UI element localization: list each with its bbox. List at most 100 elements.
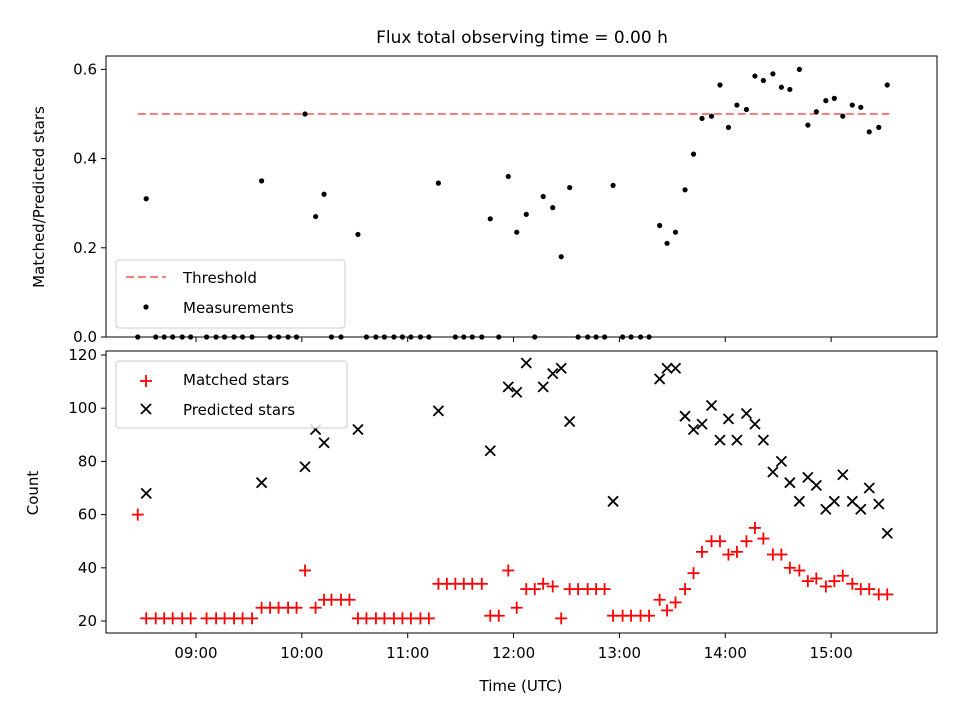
matched-star-point bbox=[730, 545, 743, 558]
measurements-legend-label: Measurements bbox=[183, 299, 294, 317]
measurement-point bbox=[302, 111, 308, 117]
predicted-star-point bbox=[757, 434, 770, 446]
matched-star-point bbox=[299, 564, 312, 577]
matched-star-point bbox=[863, 583, 876, 596]
matched-star-point bbox=[881, 588, 894, 601]
ratio-x-ticks bbox=[195, 337, 832, 342]
matched-star-point bbox=[653, 593, 666, 606]
ratio-y-tick-label: 0.6 bbox=[73, 60, 97, 78]
matched-star-point bbox=[422, 612, 435, 625]
matched-star-point bbox=[184, 612, 197, 625]
count-x-tick-label: 14:00 bbox=[704, 644, 747, 662]
measurement-point bbox=[813, 109, 819, 115]
predicted-star-point bbox=[837, 469, 849, 481]
count-y-tick-label: 60 bbox=[78, 506, 97, 524]
measurement-point bbox=[558, 254, 564, 260]
measurement-point bbox=[876, 124, 882, 130]
predicted-star-point bbox=[564, 415, 576, 428]
count-x-tick-label: 13:00 bbox=[598, 644, 641, 662]
matched-star-point bbox=[492, 609, 505, 622]
ratio-panel: 0.0 0.2 0.4 0.6 Matched/Predicted stars Thr… bbox=[30, 55, 938, 346]
predicted-star-point bbox=[679, 410, 691, 422]
measurement-point bbox=[787, 86, 793, 93]
matched-star-point bbox=[661, 604, 674, 617]
matched-star-point bbox=[510, 601, 523, 614]
predicted-star-point bbox=[661, 362, 673, 374]
ratio-plot-frame bbox=[105, 55, 938, 338]
measurement-point bbox=[778, 84, 784, 90]
matched-star-point bbox=[783, 561, 796, 574]
predicted-star-point bbox=[696, 418, 708, 430]
measurement-point bbox=[514, 229, 520, 235]
measurement-point bbox=[540, 193, 546, 200]
predicted-star-point bbox=[828, 495, 840, 507]
measurement-point bbox=[734, 102, 740, 108]
measurement-point bbox=[321, 191, 327, 197]
count-x-tick-label: 12:00 bbox=[492, 644, 535, 662]
measurement-point bbox=[796, 66, 802, 72]
matched-star-point bbox=[131, 508, 144, 521]
count-marks bbox=[131, 357, 894, 625]
matched-star-point bbox=[757, 532, 770, 545]
predicted-star-point bbox=[555, 362, 567, 374]
count-y-tick-label: 100 bbox=[68, 399, 97, 417]
predicted-star-point bbox=[432, 405, 445, 417]
matched-star-point bbox=[537, 577, 550, 590]
predicted-star-point bbox=[740, 407, 753, 420]
matched-star-point bbox=[555, 612, 568, 625]
matched-legend-swatch bbox=[140, 375, 152, 387]
predicted-star-point bbox=[775, 455, 788, 468]
predicted-star-point bbox=[520, 357, 532, 369]
predicted-star-point bbox=[749, 418, 761, 430]
threshold-legend-label: Threshold bbox=[182, 269, 257, 287]
matched-star-point bbox=[740, 535, 753, 548]
count-x-tick-label: 11:00 bbox=[386, 644, 429, 662]
matched-star-point bbox=[713, 535, 726, 548]
predicted-star-point bbox=[352, 423, 364, 436]
predicted-legend-label: Predicted stars bbox=[183, 401, 295, 419]
predicted-star-point bbox=[793, 495, 806, 507]
predicted-star-point bbox=[784, 477, 796, 489]
measurement-point bbox=[708, 113, 715, 119]
count-x-ticks: 09:00 10:00 11:00 12:00 13:00 14:00 15:00 bbox=[174, 633, 853, 662]
count-panel: 20 40 60 80 100 120 09:00 10:00 11:00 12:00 13:00… bbox=[24, 346, 938, 695]
predicted-star-point bbox=[299, 461, 311, 473]
predicted-star-point bbox=[722, 413, 735, 425]
matched-star-point bbox=[643, 609, 656, 622]
measurement-point bbox=[690, 151, 697, 157]
measurement-point bbox=[884, 82, 890, 88]
count-y-tick-label: 80 bbox=[78, 452, 97, 470]
count-legend: Matched stars Predicted stars bbox=[115, 360, 348, 429]
measurement-point bbox=[840, 113, 846, 119]
count-y-ticks: 20 40 60 80 100 120 bbox=[68, 346, 106, 630]
matched-star-point bbox=[810, 572, 823, 585]
ratio-y-tick-label: 0.0 bbox=[73, 328, 97, 346]
count-x-tick-label: 15:00 bbox=[810, 644, 853, 662]
predicted-star-point bbox=[855, 503, 867, 515]
matched-star-point bbox=[836, 569, 849, 582]
measurement-point bbox=[435, 180, 441, 186]
measurement-point bbox=[143, 196, 149, 202]
measurement-point bbox=[505, 173, 511, 180]
measurement-point bbox=[610, 182, 616, 188]
count-plot-frame bbox=[105, 350, 938, 634]
matched-star-point bbox=[722, 548, 735, 561]
matched-star-point bbox=[598, 583, 611, 596]
ratio-legend: Threshold Measurements bbox=[115, 259, 346, 329]
predicted-star-point bbox=[537, 381, 549, 393]
measurement-point bbox=[823, 98, 829, 104]
predicted-star-point bbox=[318, 437, 330, 449]
predicted-star-point bbox=[140, 487, 152, 499]
predicted-star-point bbox=[502, 381, 514, 393]
matched-star-point bbox=[819, 580, 832, 593]
measurements-legend-swatch bbox=[143, 304, 149, 310]
measurement-point bbox=[664, 240, 670, 246]
matched-star-point bbox=[309, 601, 322, 614]
predicted-star-point bbox=[687, 423, 700, 436]
predicted-star-point bbox=[705, 399, 718, 412]
ratio-y-tick-label: 0.2 bbox=[73, 239, 97, 257]
measurement-point bbox=[849, 102, 855, 108]
count-x-tick-label: 09:00 bbox=[174, 644, 217, 662]
predicted-star-point bbox=[484, 445, 496, 457]
matched-star-point bbox=[669, 596, 682, 609]
